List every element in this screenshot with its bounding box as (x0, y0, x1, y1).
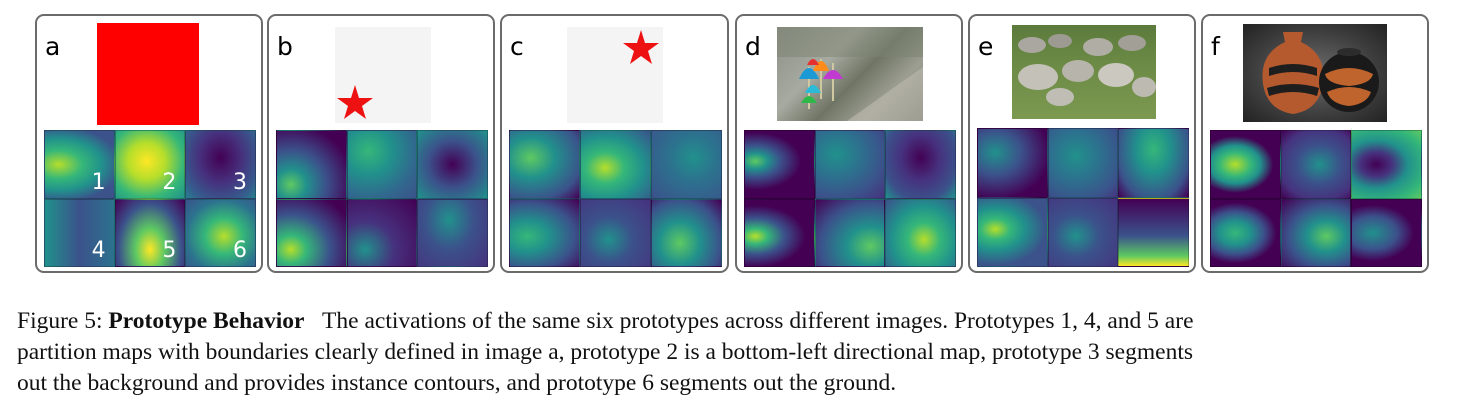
figure-caption: Figure 5: Prototype Behavior The activat… (17, 306, 1447, 399)
prototype-number: 2 (162, 169, 177, 195)
activation-grid (509, 130, 722, 267)
star-image-bottom-left (335, 27, 431, 123)
prototype-map-2 (814, 130, 886, 199)
panel-letter: d (745, 32, 761, 61)
prototype-map-1: 1 (44, 130, 115, 199)
star-image-top-right (567, 27, 663, 123)
star-icon (337, 85, 373, 119)
prototype-map-6 (885, 198, 956, 267)
prototype-number: 3 (232, 169, 247, 195)
prototype-map-1 (1210, 130, 1281, 199)
prototype-map-3 (1118, 128, 1189, 198)
panel-letter: f (1211, 32, 1220, 61)
panel-letter: e (978, 32, 994, 61)
activation-grid (276, 130, 488, 267)
prototype-number: 4 (91, 238, 106, 263)
prototype-number: 1 (91, 169, 106, 195)
sheep-illustration (1018, 34, 1156, 106)
prototype-map-6 (651, 198, 722, 267)
star-icon (623, 30, 659, 64)
prototype-map-4 (509, 198, 580, 267)
prototype-map-4 (977, 197, 1048, 267)
sheep-photo (1012, 25, 1156, 119)
prototype-map-2 (580, 130, 651, 199)
prototype-map-4 (1210, 198, 1281, 267)
prototype-map-2: 2 (114, 130, 186, 199)
prototype-map-5 (1280, 198, 1352, 267)
prototype-map-1 (744, 130, 815, 199)
prototype-map-5 (1047, 197, 1119, 267)
activation-grid: 1 2 3 4 5 6 (44, 130, 256, 267)
panel-f: f (1201, 14, 1429, 273)
prototype-map-2 (1047, 128, 1119, 198)
prototype-map-3 (885, 130, 956, 199)
caption-line-3: out the background and provides instance… (17, 370, 897, 396)
prototype-map-3 (417, 130, 488, 199)
vases-illustration (1262, 32, 1379, 114)
panel-d: d (735, 14, 963, 273)
caption-label: Figure 5: (17, 308, 103, 334)
activation-grid (1210, 130, 1422, 267)
prototype-number: 6 (232, 238, 247, 263)
prototype-map-2 (346, 130, 418, 199)
prototype-map-6 (1351, 198, 1422, 267)
prototype-map-6 (1118, 197, 1189, 267)
umbrellas-illustration (777, 27, 923, 121)
caption-line-1: Figure 5: Prototype Behavior The activat… (17, 306, 1447, 337)
panel-e: e (968, 14, 1196, 273)
prototype-map-1 (977, 128, 1048, 198)
activation-grid (977, 128, 1189, 267)
caption-text-1: The activations of the same six prototyp… (322, 308, 1194, 334)
prototype-map-4: 4 (44, 198, 115, 267)
caption-title: Prototype Behavior (108, 308, 305, 334)
panel-c: c (500, 14, 729, 273)
panel-b: b (267, 14, 495, 273)
prototype-map-3 (651, 130, 722, 199)
prototype-map-5 (580, 198, 651, 267)
prototype-map-4 (744, 198, 815, 267)
panel-letter: c (510, 32, 524, 61)
activation-grid (744, 130, 956, 267)
caption-line-2: partition maps with boundaries clearly d… (17, 339, 1193, 365)
prototype-map-5 (814, 198, 886, 267)
prototype-number: 5 (162, 238, 177, 263)
prototype-map-2 (1280, 130, 1352, 199)
prototype-map-3: 3 (185, 130, 256, 199)
prototype-map-1 (276, 130, 347, 199)
panel-letter: a (45, 32, 61, 61)
vases-photo (1243, 24, 1387, 122)
panel-letter: b (277, 32, 293, 61)
red-square-image (97, 23, 199, 125)
prototype-map-5 (346, 198, 418, 267)
prototype-map-4 (276, 198, 347, 267)
prototype-map-6: 6 (185, 198, 256, 267)
umbrellas-photo (777, 27, 923, 121)
prototype-map-6 (417, 198, 488, 267)
prototype-map-1 (509, 130, 580, 199)
prototype-map-3 (1351, 130, 1422, 199)
panel-a: a 1 2 3 4 5 6 (35, 14, 263, 273)
prototype-map-5: 5 (114, 198, 186, 267)
